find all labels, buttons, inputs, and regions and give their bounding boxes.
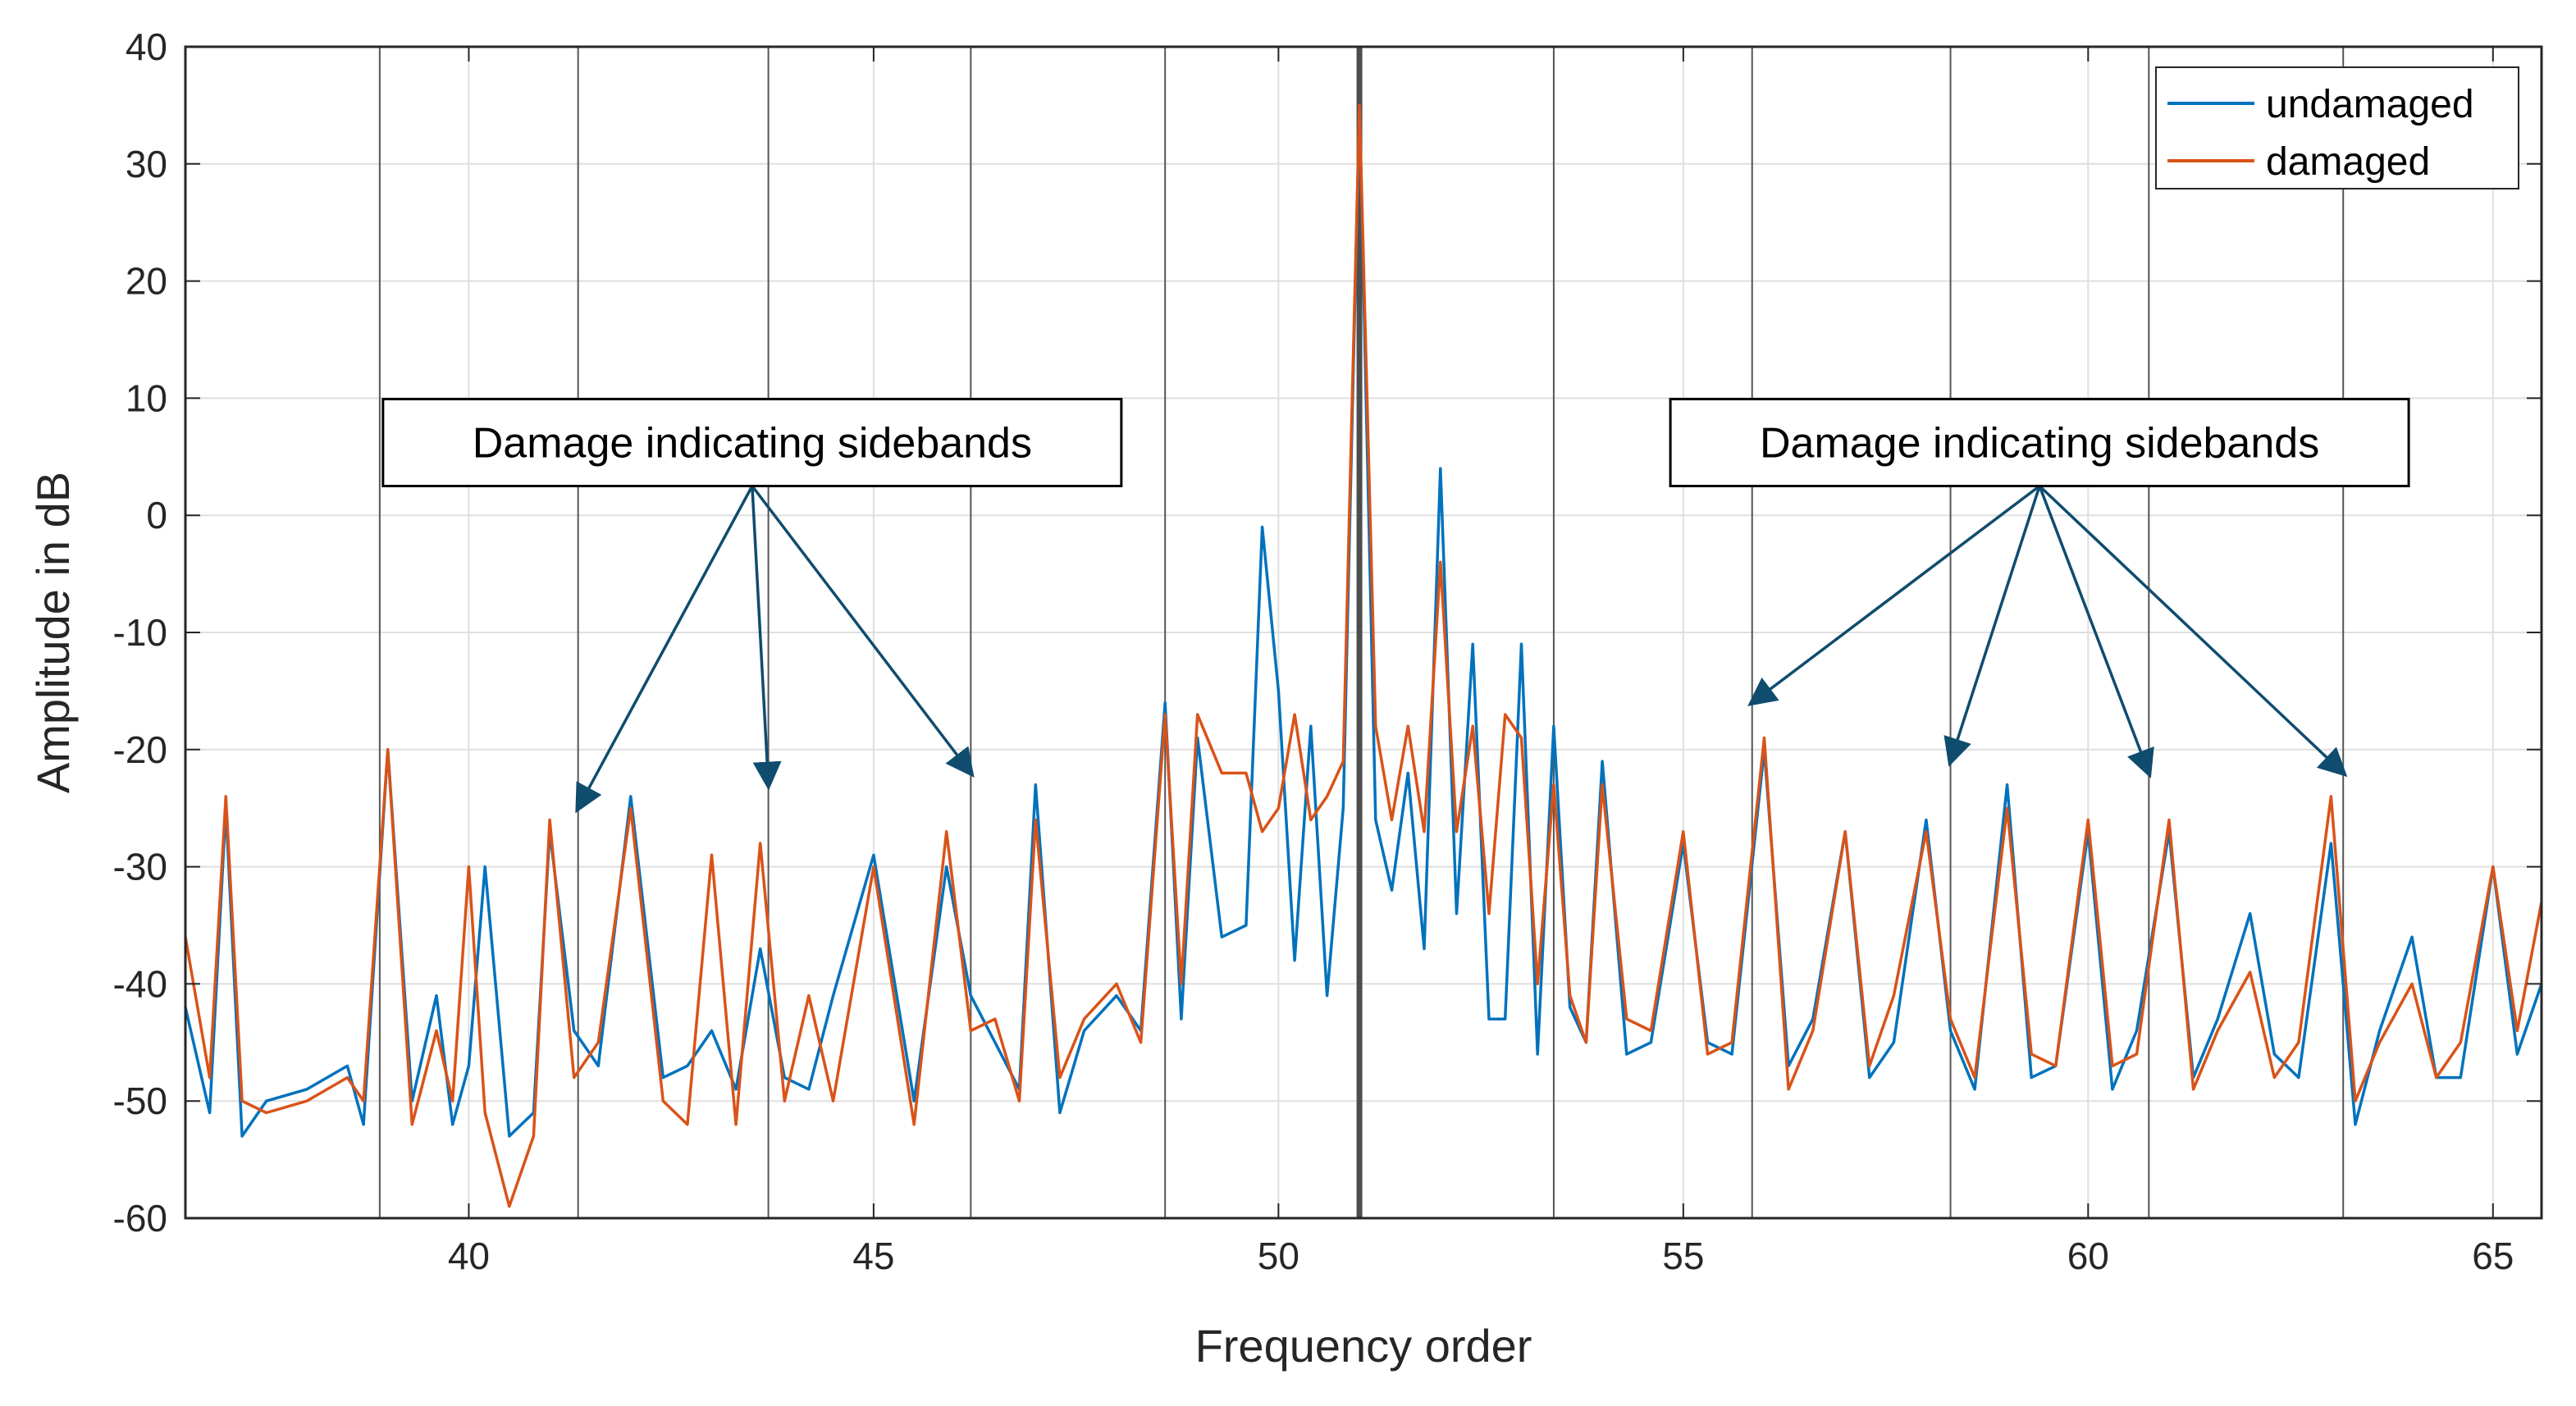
annotation-label: Damage indicating sidebands (1760, 420, 2319, 468)
legend: undamaged damaged (2155, 66, 2519, 189)
y-tick-label: 20 (126, 260, 167, 303)
y-tick-label: -50 (113, 1080, 167, 1122)
y-axis-title: Amplitude in dB (27, 472, 79, 793)
annotations: Damage indicating sidebands Damage indica… (381, 398, 2410, 814)
annotation-arrow (575, 485, 754, 814)
y-tick-label: 10 (126, 377, 167, 419)
legend-box (2155, 66, 2519, 189)
annotation-arrow (2038, 485, 2154, 778)
series-lines (184, 103, 2543, 1208)
x-tick-label: 60 (2067, 1235, 2109, 1277)
annotation-arrow (2038, 485, 2348, 778)
y-tick-label: -30 (113, 846, 167, 888)
annotation-arrow (1943, 485, 2041, 767)
y-tick-label: -60 (113, 1197, 167, 1239)
legend-label-undamaged: undamaged (2266, 83, 2474, 126)
y-tick-label: 30 (126, 143, 167, 185)
x-tick-label: 55 (1662, 1235, 1704, 1277)
annotation-arrow (751, 485, 975, 778)
y-tick-label: 40 (126, 25, 167, 68)
y-tick-label: -10 (113, 611, 167, 654)
annotation-label: Damage indicating sidebands (473, 420, 1032, 468)
x-tick-label: 50 (1258, 1235, 1299, 1277)
legend-label-damaged: damaged (2266, 140, 2430, 184)
annotation-box (381, 398, 1123, 487)
y-tick-label: 0 (146, 494, 167, 536)
annotation-box (1669, 398, 2410, 487)
x-tick-label: 40 (448, 1235, 490, 1277)
annotation-arrow (1747, 485, 2041, 706)
ticks: 40 45 50 55 60 65 -60 -50 -40 -30 -20 -10 0 10 20 30 40 (113, 25, 2542, 1277)
x-tick-label: 65 (2472, 1235, 2514, 1277)
mesh-frequency-lines (378, 47, 2345, 1218)
x-tick-label: 45 (852, 1235, 894, 1277)
y-tick-label: -40 (113, 962, 167, 1005)
y-tick-label: -20 (113, 728, 167, 771)
annotation-arrow (751, 486, 782, 791)
x-axis-title: Frequency order (1195, 1320, 1532, 1372)
